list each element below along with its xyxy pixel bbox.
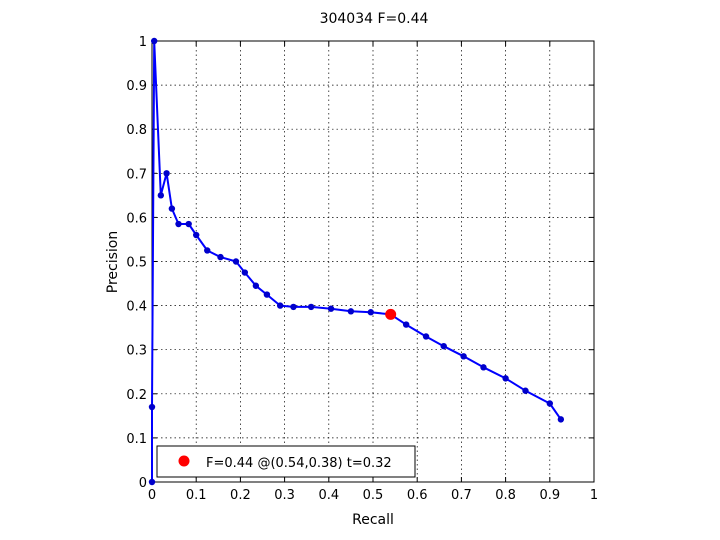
pr-point — [252, 282, 260, 289]
pr-point — [557, 416, 565, 423]
y-tick-label: 0.4 — [126, 300, 147, 315]
pr-point — [151, 37, 158, 45]
x-axis-label: Recall — [352, 512, 394, 528]
pr-point — [460, 353, 467, 360]
pr-point — [263, 291, 271, 298]
ticks: 0 0.1 0.2 0.3 0.4 0.5 0.6 0.7 0.8 0.9 1 0 0.1 0.2 0.3 0… — [126, 35, 598, 503]
y-tick-label: 0.8 — [126, 123, 147, 138]
x-tick-label: 0.1 — [186, 488, 207, 503]
pr-point — [168, 205, 176, 212]
x-tick-label: 0.6 — [407, 488, 428, 503]
pr-point — [546, 400, 553, 407]
legend-label: F=0.44 @(0.54,0.38) t=0.32 — [206, 456, 392, 471]
pr-point — [148, 403, 156, 411]
pr-point — [157, 192, 165, 199]
y-tick-label: 0.3 — [126, 344, 147, 359]
series-layer — [148, 37, 565, 486]
x-tick-label: 0.2 — [230, 488, 251, 503]
legend-marker — [178, 455, 190, 467]
x-tick-label: 0.8 — [495, 488, 516, 503]
x-tick-label: 0 — [148, 488, 156, 503]
pr-point — [175, 220, 182, 228]
y-tick-label: 0.5 — [126, 256, 147, 271]
pr-point — [232, 258, 240, 265]
pr-point — [347, 308, 355, 315]
x-tick-label: 1 — [590, 488, 598, 503]
grid — [152, 41, 594, 482]
y-tick-label: 0.1 — [126, 432, 147, 447]
pr-point — [402, 321, 410, 328]
pr-point — [185, 220, 192, 228]
y-axis-label: Precision — [105, 231, 121, 293]
pr-point — [327, 305, 335, 312]
pr-point — [163, 170, 170, 177]
pr-point — [480, 364, 487, 371]
y-tick-label: 0.2 — [126, 388, 147, 403]
pr-point — [204, 247, 211, 254]
pr-point — [193, 231, 200, 239]
pr-point — [307, 303, 315, 311]
pr-point — [440, 342, 447, 350]
x-tick-label: 0.5 — [363, 488, 384, 503]
x-tick-label: 0.3 — [274, 488, 295, 503]
chart-title: 304034 F=0.44 — [320, 11, 429, 27]
x-tick-label: 0.9 — [539, 488, 560, 503]
legend: F=0.44 @(0.54,0.38) t=0.32 — [156, 445, 416, 478]
pr-point — [217, 253, 224, 261]
y-tick-label: 0.9 — [126, 79, 147, 94]
y-tick-label: 0 — [139, 476, 147, 491]
pr-point — [241, 269, 249, 276]
y-tick-label: 1 — [139, 35, 147, 50]
pr-point — [522, 387, 529, 394]
x-tick-label: 0.4 — [318, 488, 339, 503]
x-tick-label: 0.7 — [451, 488, 472, 503]
pr-point — [367, 309, 374, 316]
pr-point — [148, 478, 156, 486]
pr-point — [502, 375, 509, 382]
pr-point — [422, 333, 430, 340]
optimum-point — [385, 308, 397, 320]
legend-box — [156, 445, 416, 478]
y-tick-label: 0.6 — [126, 211, 147, 226]
y-tick-label: 0.7 — [126, 167, 147, 182]
pr-point — [290, 303, 297, 311]
pr-point — [276, 302, 284, 309]
